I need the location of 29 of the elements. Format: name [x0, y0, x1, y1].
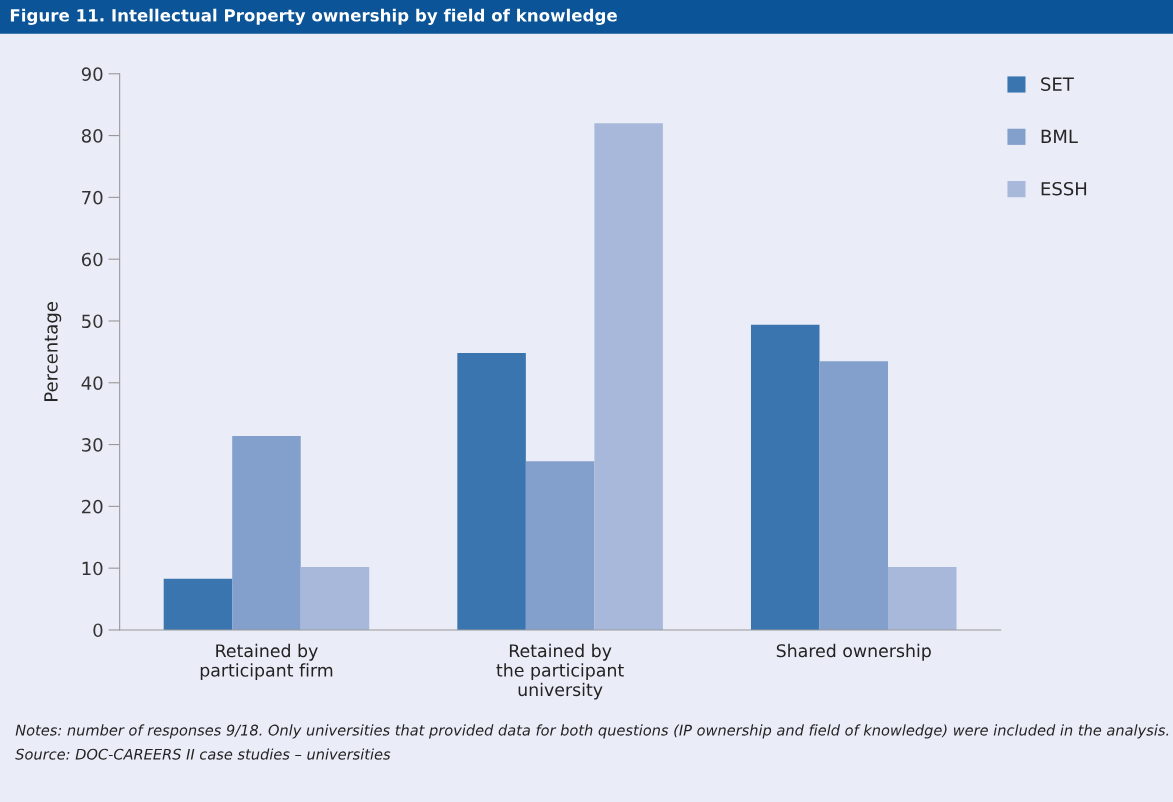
bar: [819, 361, 889, 630]
bar: [594, 123, 663, 630]
bar: [888, 566, 957, 630]
y-tick-label: 80: [81, 129, 103, 143]
chart-title: Figure 11. Intellectual Property ownership by field of knowledge: [10, 8, 617, 25]
y-tick-label: 90: [81, 67, 103, 81]
source-note: Source: DOC-CAREERS II case studies – universities: [15, 748, 391, 760]
y-tick-label: 30: [82, 438, 103, 452]
bar: [163, 578, 233, 630]
bar: [300, 566, 370, 630]
legend-label: ESSH: [1041, 181, 1087, 196]
y-tick-label: 50: [82, 314, 103, 329]
x-tick-label: Retained by participant firm: [200, 643, 333, 681]
x-tick-label: Retained by the participant university: [496, 643, 624, 700]
legend-label: BML: [1041, 129, 1078, 143]
y-tick-label: 0: [93, 623, 103, 638]
bar: [457, 353, 526, 630]
bar: [232, 435, 301, 630]
y-tick-label: 10: [82, 561, 103, 576]
y-tick-label: 70: [82, 190, 103, 205]
y-axis-title: Percentage: [44, 302, 62, 401]
y-tick-label: 60: [81, 252, 103, 267]
legend-label: SET: [1041, 77, 1074, 91]
y-tick-label: 40: [81, 376, 103, 390]
bar: [525, 461, 595, 630]
y-tick-label: 20: [82, 499, 103, 514]
x-tick-label: Shared ownership: [776, 643, 931, 661]
bar: [750, 324, 820, 630]
text: Notes: number of responses 9/18. Only universities that provided data for both questions (IP ownership and field of knowledge) were included in the analysis.: [15, 724, 1169, 739]
